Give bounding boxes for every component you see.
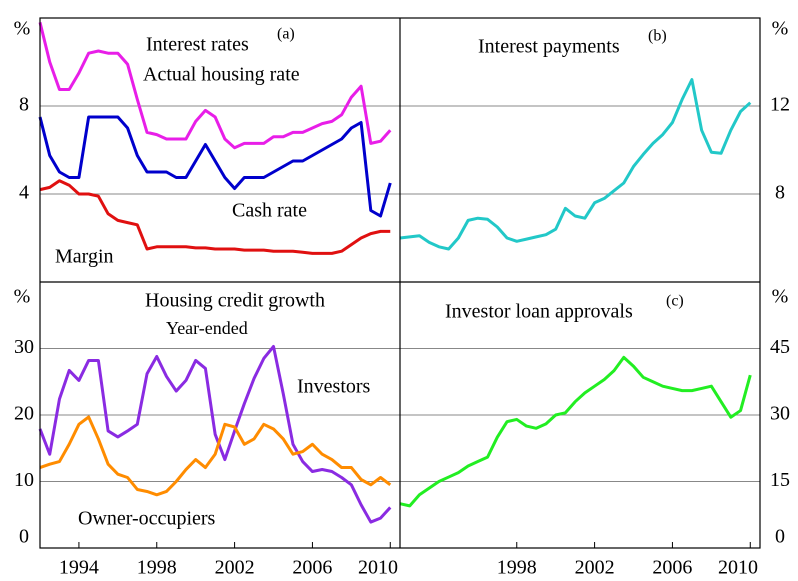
- y-unit: %: [14, 286, 31, 308]
- series-label: Owner-occupiers: [78, 508, 216, 530]
- x-tick-label: 2006: [652, 557, 692, 579]
- data-line: [38, 115, 392, 218]
- x-tick-label: 2002: [575, 557, 615, 579]
- series-label: Investors: [297, 376, 371, 398]
- line-layer: [38, 22, 752, 524]
- data-line: [399, 78, 752, 251]
- y-tick-label: 0: [19, 526, 29, 548]
- title-note: (a): [277, 26, 295, 43]
- y-tick-label: 12: [770, 94, 790, 116]
- y-tick-label: 20: [14, 403, 34, 425]
- panel-title: Housing credit growth: [145, 290, 325, 312]
- y-tick-label: 30: [770, 403, 790, 425]
- y-unit: %: [14, 18, 31, 40]
- panel-title: Interest payments: [478, 36, 620, 58]
- grid-layer: [40, 105, 760, 482]
- y-tick-label: 15: [770, 469, 790, 491]
- title-note: (c): [666, 293, 684, 310]
- x-tick-label: 1998: [497, 557, 537, 579]
- y-tick-label: 45: [770, 336, 790, 358]
- y-unit: %: [772, 18, 789, 40]
- y-tick-label: 8: [775, 182, 785, 204]
- y-tick-label: 4: [19, 182, 29, 204]
- panel-title: Investor loan approvals: [445, 301, 633, 323]
- x-tick-label: 2010: [358, 557, 398, 579]
- panel-subtitle: Year-ended: [166, 318, 248, 338]
- panel-title: Interest rates: [146, 34, 249, 56]
- series-label: Cash rate: [232, 200, 307, 222]
- data-line: [39, 415, 392, 497]
- y-tick-label: 0: [775, 526, 785, 548]
- data-line: [399, 355, 752, 508]
- data-line: [38, 345, 392, 524]
- x-tick-label: 2006: [292, 557, 332, 579]
- x-tick-label: 2010: [718, 557, 758, 579]
- series-label: Margin: [55, 246, 114, 268]
- y-tick-label: 10: [14, 469, 34, 491]
- title-note: (b): [648, 28, 667, 45]
- x-tick-label: 1994: [59, 557, 99, 579]
- y-tick-label: 8: [19, 94, 29, 116]
- y-tick-label: 30: [14, 336, 34, 358]
- y-unit: %: [772, 286, 789, 308]
- x-tick-label: 2002: [215, 557, 255, 579]
- x-tick-label: 1998: [137, 557, 177, 579]
- series-label: Actual housing rate: [143, 64, 300, 86]
- data-line: [39, 179, 391, 255]
- data-line: [38, 22, 392, 150]
